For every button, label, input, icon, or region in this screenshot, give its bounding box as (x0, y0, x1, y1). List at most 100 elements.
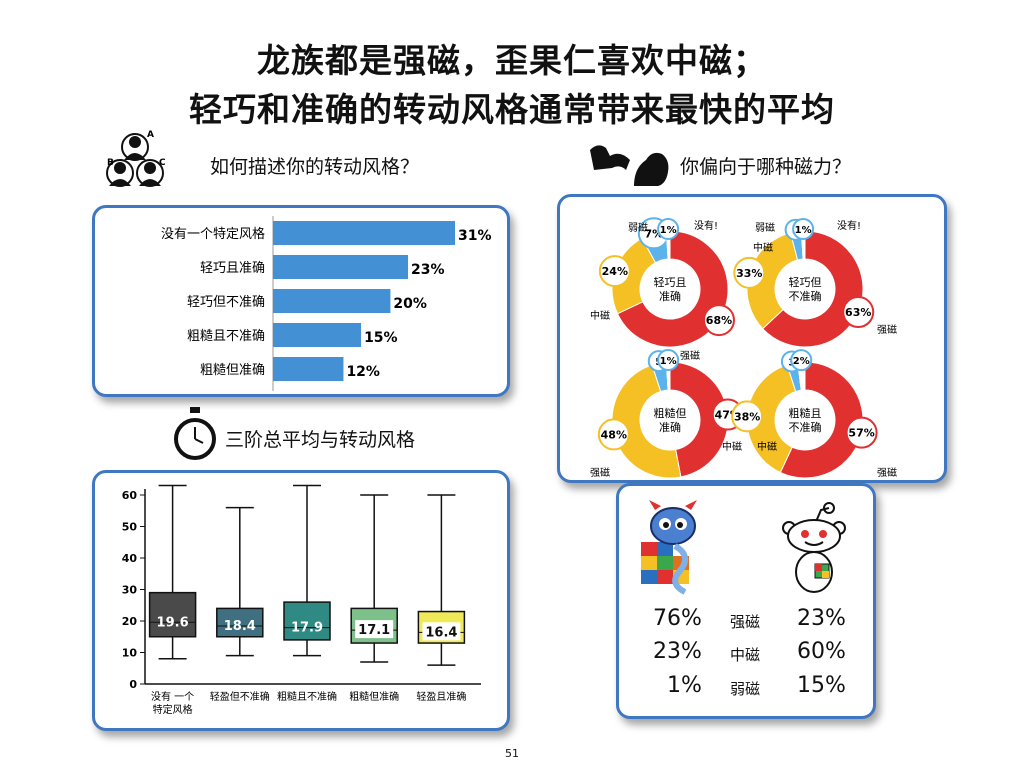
box-median-label: 16.4 (425, 625, 457, 640)
bar-category-label: 轻巧但不准确 (187, 295, 265, 310)
donut-center-label: 准确 (659, 421, 681, 434)
comparison-right-value: 60% (797, 639, 846, 664)
donut-value-label: 68% (706, 314, 732, 327)
box-y-tick-label: 0 (129, 678, 137, 691)
page-number: 51 (505, 747, 519, 760)
bar-category-label: 轻巧且准确 (200, 261, 265, 276)
average-box-plot: 0 10 20 30 40 50 60 19.6 没有 一个特定风格 18.4 轻盈但不准确 17.9… (122, 484, 481, 716)
donut-value-bubble (597, 418, 630, 451)
bar-value-label: 23% (411, 262, 445, 278)
donut-value-label: 48% (601, 428, 627, 441)
box-iqr (216, 607, 264, 638)
donut-value-label: 2% (793, 356, 810, 367)
style-bar-chart: 没有一个特定风格 31% 轻巧且准确 23% 轻巧但不准确 20% 粗糙且不准确 15% 粗糙但… (161, 216, 492, 391)
donut-value-label: 1% (660, 356, 677, 367)
donut-value-label: 1% (795, 225, 812, 236)
donut-slice-name: 中磁 (722, 440, 742, 453)
donut-slice (746, 364, 797, 474)
magnet-donut-panel: 68%强磁24%中磁7%弱磁1%没有!轻巧且准确63%强磁33%中磁3弱磁1%没… (557, 194, 947, 483)
reddit-alien-icon (782, 502, 846, 593)
comparison-label: 强磁 (730, 613, 761, 631)
bar-value-label: 20% (393, 296, 427, 312)
donut-slice-name: 中磁 (753, 241, 773, 254)
box-median-label: 18.4 (224, 619, 256, 634)
style-bar (273, 289, 391, 313)
donut-hole (776, 260, 834, 318)
donut-center-label: 不准确 (789, 421, 822, 434)
box-median-label: 19.6 (157, 615, 189, 630)
donut-slice (762, 230, 864, 348)
box-category-label: 粗糙但准确 (349, 690, 399, 703)
muscle-arms-icon (590, 145, 669, 186)
box-iqr (148, 591, 197, 638)
donut-value-bubble (842, 296, 875, 329)
comparison-panel: 76% 强磁 23% 23% 中磁 60% 1% 弱磁 15% (616, 483, 876, 719)
bar-value-label: 15% (364, 330, 398, 346)
donut-center-label: 粗糙但 (654, 406, 687, 420)
bar-value-label: 12% (346, 364, 380, 380)
donut-hole (641, 391, 699, 449)
comparison-left-value: 23% (653, 639, 702, 664)
comparison-row-medium: 23% 中磁 60% (619, 639, 869, 673)
donut-center-label: 轻巧但 (789, 275, 822, 289)
svg-text:B: B (107, 158, 114, 168)
donut-slice-name: 弱磁 (755, 221, 775, 234)
comparison-row-strong: 76% 强磁 23% (619, 606, 869, 640)
donut-value-label: 33% (736, 267, 762, 280)
box-category-label: 轻盈但不准确 (210, 690, 270, 703)
comparison-left-value: 1% (667, 673, 702, 698)
box-y-tick-label: 60 (122, 489, 138, 502)
box-y-tick-label: 20 (122, 615, 138, 628)
dragon-mascot-icon (641, 500, 697, 595)
bar-category-label: 粗糙但准确 (200, 363, 265, 378)
donut-slice-name: 没有! (694, 219, 718, 232)
donut-slice-name: 中磁 (757, 440, 777, 453)
people-abc-icon: A B C (106, 130, 166, 187)
comparison-label: 中磁 (730, 646, 761, 664)
donut-slice (779, 361, 864, 479)
donut-value-bubble (702, 304, 735, 337)
style-bar (273, 221, 455, 245)
donut-slice-name: 弱磁 (628, 221, 648, 234)
comparison-left-value: 76% (653, 606, 702, 631)
box-median-label-bg (422, 622, 461, 641)
donut-value-bubble (792, 218, 815, 241)
svg-text:A: A (147, 130, 154, 140)
box-category-label: 没有 一个 (151, 690, 194, 703)
comparison-label: 弱磁 (730, 680, 761, 698)
donut-slice-name: 强磁 (590, 466, 610, 479)
style-bar (273, 323, 362, 347)
donut-slice (611, 364, 682, 479)
donut-hole (776, 391, 834, 449)
donut-slice-name: 中磁 (590, 309, 610, 322)
bar-value-label: 31% (458, 228, 492, 244)
comparison-row-weak: 1% 弱磁 15% (619, 673, 869, 707)
box-iqr (283, 601, 331, 641)
box-category-label: 特定风格 (153, 703, 193, 716)
box-y-tick-label: 30 (122, 584, 138, 597)
donut-slice-name: 强磁 (877, 466, 897, 479)
box-median-label: 17.1 (358, 623, 390, 638)
donut-slice-name: 没有! (837, 219, 861, 232)
donut-center-label: 粗糙且 (789, 406, 822, 420)
donut-hole (641, 260, 699, 318)
donut-value-bubble (598, 255, 631, 288)
donut-value-bubble (657, 349, 680, 372)
donut-slice (616, 230, 729, 348)
bar-category-label: 粗糙且不准确 (187, 329, 265, 344)
donut-value-label: 63% (845, 306, 871, 319)
title-line-1: 龙族都是强磁，歪果仁喜欢中磁； (257, 41, 767, 80)
title-line-2: 轻巧和准确的转动风格通常带来最快的平均 (189, 90, 835, 129)
donut-value-bubble (790, 349, 813, 372)
donut-center-label: 轻巧且 (654, 275, 687, 289)
box-y-tick-label: 50 (122, 521, 138, 534)
donut-center-label: 准确 (659, 290, 681, 303)
box-y-tick-label: 10 (122, 647, 138, 660)
comparison-right-value: 15% (797, 673, 846, 698)
donut-value-label: 57% (848, 427, 874, 440)
box-chart-title: 三阶总平均与转动风格 (225, 429, 416, 451)
donut-value-label: 24% (602, 265, 628, 278)
donut-value-bubble (657, 218, 680, 241)
box-category-label: 粗糙且不准确 (277, 690, 337, 703)
bar-category-label: 没有一个特定风格 (161, 226, 265, 242)
